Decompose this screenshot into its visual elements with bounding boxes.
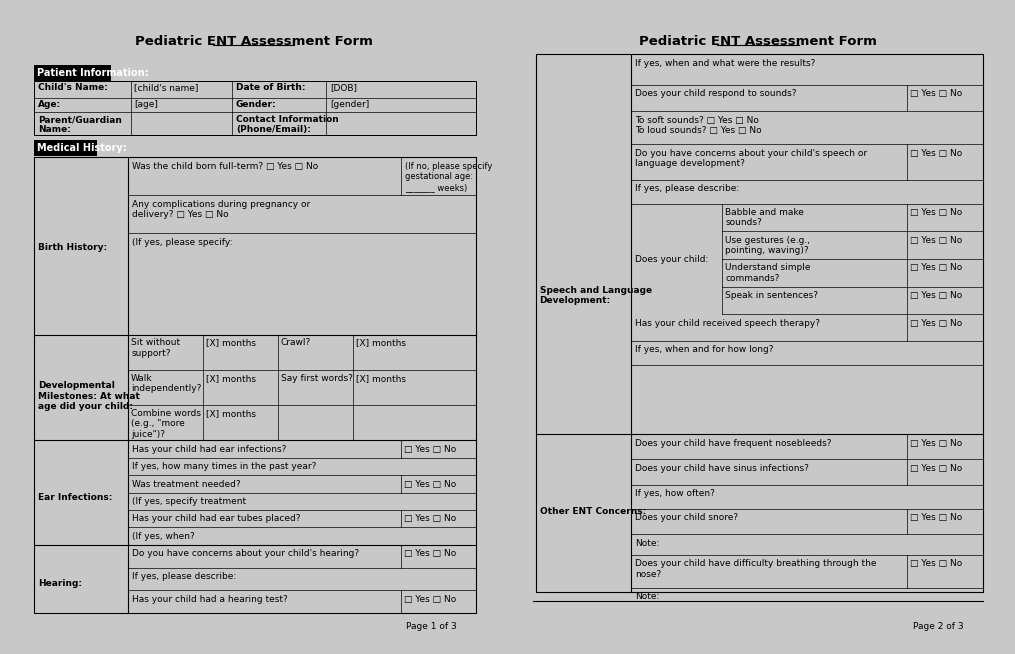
Text: Note:: Note:: [635, 538, 660, 547]
Text: Babble and make
sounds?: Babble and make sounds?: [726, 208, 804, 228]
Text: □ Yes □ No: □ Yes □ No: [404, 595, 457, 604]
Text: Use gestures (e.g.,
pointing, waving)?: Use gestures (e.g., pointing, waving)?: [726, 235, 810, 255]
Text: [child's name]: [child's name]: [134, 83, 199, 92]
Text: Other ENT Concerns:: Other ENT Concerns:: [540, 507, 646, 516]
Text: [X] months: [X] months: [206, 373, 256, 383]
Text: (If yes, when?: (If yes, when?: [132, 532, 195, 541]
Text: □ Yes □ No: □ Yes □ No: [404, 445, 457, 454]
Text: Age:: Age:: [38, 101, 61, 109]
Text: □ Yes □ No: □ Yes □ No: [910, 319, 962, 328]
Text: [gender]: [gender]: [330, 101, 369, 109]
Text: Child's Name:: Child's Name:: [38, 83, 108, 92]
Text: Contact Information
(Phone/Email):: Contact Information (Phone/Email):: [235, 115, 339, 135]
Text: [age]: [age]: [134, 101, 158, 109]
Text: □ Yes □ No: □ Yes □ No: [910, 235, 962, 245]
Text: (If yes, please specify:: (If yes, please specify:: [132, 238, 232, 247]
Text: Understand simple
commands?: Understand simple commands?: [726, 264, 811, 283]
Text: □ Yes □ No: □ Yes □ No: [910, 148, 962, 158]
Text: Walk
independently?: Walk independently?: [131, 373, 201, 393]
Text: Has your child had ear infections?: Has your child had ear infections?: [132, 445, 286, 454]
Text: Any complications during pregnancy or
delivery? □ Yes □ No: Any complications during pregnancy or de…: [132, 200, 311, 219]
Text: □ Yes □ No: □ Yes □ No: [910, 513, 962, 522]
Bar: [33, 81, 476, 135]
Text: If yes, please describe:: If yes, please describe:: [635, 184, 739, 193]
Text: Ear Infections:: Ear Infections:: [38, 492, 113, 502]
Text: □ Yes □ No: □ Yes □ No: [910, 208, 962, 217]
Text: Has your child had a hearing test?: Has your child had a hearing test?: [132, 595, 287, 604]
Text: Gender:: Gender:: [235, 101, 276, 109]
Text: Speak in sentences?: Speak in sentences?: [726, 291, 818, 300]
Text: [X] months: [X] months: [206, 339, 256, 347]
Text: (If no, please specify
gestational age:
_______ weeks): (If no, please specify gestational age: …: [405, 162, 492, 192]
Text: Does your child have sinus infections?: Does your child have sinus infections?: [635, 464, 809, 473]
Text: Does your child have frequent nosebleeds?: Does your child have frequent nosebleeds…: [635, 438, 831, 447]
Text: Note:: Note:: [635, 593, 660, 601]
Text: Has your child had ear tubes placed?: Has your child had ear tubes placed?: [132, 515, 300, 523]
Text: Do you have concerns about your child's hearing?: Do you have concerns about your child's …: [132, 549, 359, 559]
Text: □ Yes □ No: □ Yes □ No: [910, 264, 962, 273]
Text: If yes, how often?: If yes, how often?: [635, 489, 715, 498]
Text: □ Yes □ No: □ Yes □ No: [910, 438, 962, 447]
Text: Does your child:: Does your child:: [635, 254, 708, 264]
Text: If yes, when and for how long?: If yes, when and for how long?: [635, 345, 773, 354]
Text: Combine words
(e.g., "more
juice")?: Combine words (e.g., "more juice")?: [131, 409, 201, 439]
Text: [X] months: [X] months: [206, 409, 256, 418]
Text: Does your child snore?: Does your child snore?: [635, 513, 738, 522]
Text: [DOB]: [DOB]: [330, 83, 357, 92]
Text: Say first words?: Say first words?: [281, 373, 352, 383]
Text: If yes, how many times in the past year?: If yes, how many times in the past year?: [132, 462, 317, 472]
Text: Was treatment needed?: Was treatment needed?: [132, 479, 241, 489]
Text: Parent/Guardian
Name:: Parent/Guardian Name:: [38, 115, 122, 135]
Text: Sit without
support?: Sit without support?: [131, 339, 180, 358]
Text: [X] months: [X] months: [355, 339, 406, 347]
Text: □ Yes □ No: □ Yes □ No: [910, 559, 962, 568]
Text: Patient Information:: Patient Information:: [37, 68, 148, 78]
Bar: [33, 65, 112, 82]
Text: Birth History:: Birth History:: [38, 243, 107, 252]
Text: [X] months: [X] months: [355, 373, 406, 383]
Text: □ Yes □ No: □ Yes □ No: [910, 464, 962, 473]
Bar: [33, 158, 476, 613]
Text: □ Yes □ No: □ Yes □ No: [404, 515, 457, 523]
Text: Pediatric ENT Assessment Form: Pediatric ENT Assessment Form: [135, 35, 373, 48]
Text: Does your child respond to sounds?: Does your child respond to sounds?: [635, 89, 797, 98]
Text: □ Yes □ No: □ Yes □ No: [404, 549, 457, 559]
Text: (If yes, specify treatment: (If yes, specify treatment: [132, 497, 246, 506]
Text: Hearing:: Hearing:: [38, 579, 82, 588]
Text: Has your child received speech therapy?: Has your child received speech therapy?: [635, 319, 820, 328]
Bar: [33, 140, 97, 156]
Text: Was the child born full-term? □ Yes □ No: Was the child born full-term? □ Yes □ No: [132, 162, 319, 171]
Text: Does your child have difficulty breathing through the
nose?: Does your child have difficulty breathin…: [635, 559, 876, 579]
Text: Do you have concerns about your child's speech or
language development?: Do you have concerns about your child's …: [635, 148, 867, 168]
Text: □ Yes □ No: □ Yes □ No: [910, 291, 962, 300]
Text: Crawl?: Crawl?: [281, 339, 311, 347]
Bar: [536, 54, 984, 593]
Text: Pediatric ENT Assessment Form: Pediatric ENT Assessment Form: [639, 35, 877, 48]
Text: To soft sounds? □ Yes □ No
To loud sounds? □ Yes □ No: To soft sounds? □ Yes □ No To loud sound…: [635, 116, 761, 135]
Text: Page 2 of 3: Page 2 of 3: [914, 622, 963, 631]
Text: Medical History:: Medical History:: [37, 143, 127, 153]
Text: Speech and Language
Development:: Speech and Language Development:: [540, 286, 652, 305]
Text: Page 1 of 3: Page 1 of 3: [406, 622, 457, 631]
Text: If yes, when and what were the results?: If yes, when and what were the results?: [635, 59, 815, 67]
Text: Developmental
Milestones: At what
age did your child:: Developmental Milestones: At what age di…: [38, 381, 140, 411]
Text: Date of Birth:: Date of Birth:: [235, 83, 306, 92]
Text: If yes, please describe:: If yes, please describe:: [132, 572, 236, 581]
Text: □ Yes □ No: □ Yes □ No: [404, 479, 457, 489]
Text: □ Yes □ No: □ Yes □ No: [910, 89, 962, 98]
